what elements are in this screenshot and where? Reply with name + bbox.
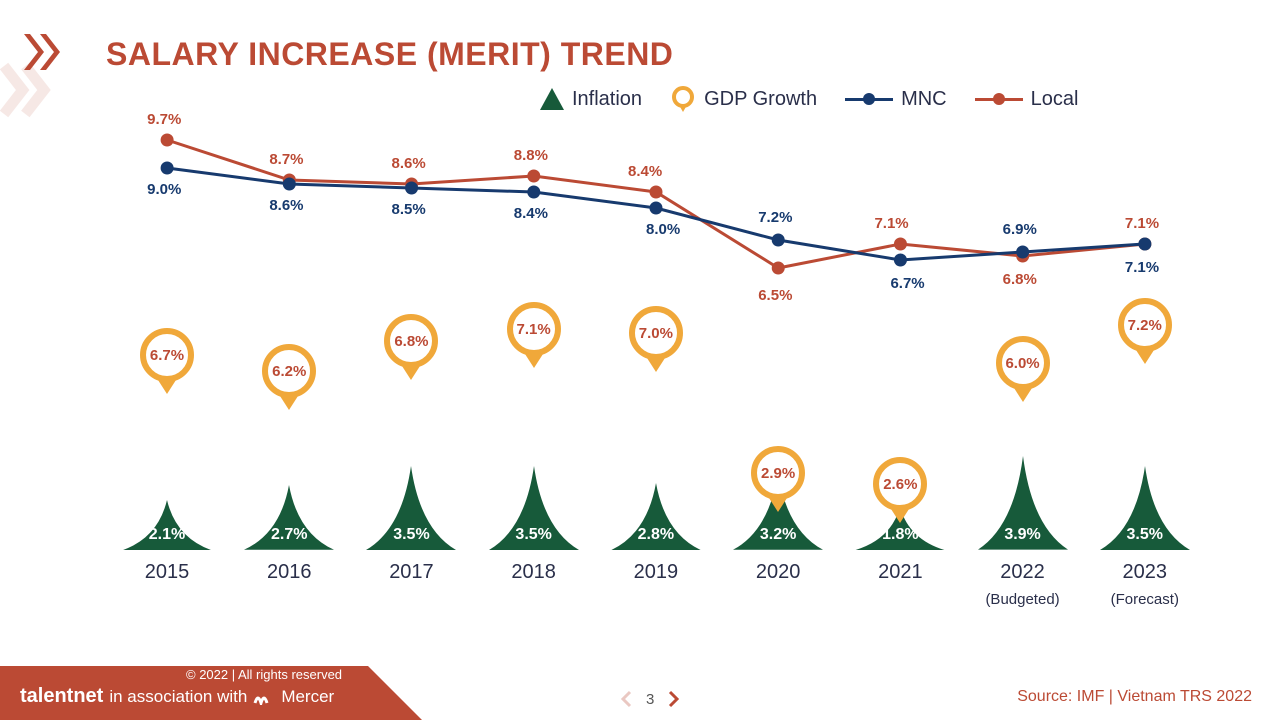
year-sublabel: (Budgeted) <box>985 591 1059 608</box>
inflation-value: 2.7% <box>271 526 307 544</box>
source-text: Source: IMF | Vietnam TRS 2022 <box>1017 688 1252 706</box>
gdp-value: 7.2% <box>1128 317 1162 334</box>
gdp-pin: 6.8% <box>384 314 438 380</box>
legend-label: Local <box>1031 88 1079 111</box>
gdp-pin: 7.2% <box>1118 298 1172 364</box>
year-column: 3.2% 2.9% 2020 <box>717 122 839 602</box>
gdp-pin: 7.0% <box>629 306 683 372</box>
gdp-value: 2.9% <box>761 465 795 482</box>
legend-label: Inflation <box>572 88 642 111</box>
inflation-value: 3.9% <box>1004 526 1040 544</box>
pin-icon <box>670 86 696 112</box>
inflation-value: 3.5% <box>1127 526 1163 544</box>
footer-branding: talentnet in association with Mercer <box>20 685 334 708</box>
gdp-value: 7.1% <box>517 321 551 338</box>
gdp-pin: 6.2% <box>262 344 316 410</box>
mnc-value-label: 6.9% <box>1003 221 1037 238</box>
page-number: 3 <box>618 690 682 708</box>
inflation-value: 2.8% <box>638 526 674 544</box>
line-marker-icon <box>845 98 893 101</box>
gdp-pin: 7.1% <box>507 302 561 368</box>
local-value-label: 6.5% <box>758 287 792 304</box>
page-number-value: 3 <box>646 691 654 708</box>
local-value-label: 8.7% <box>269 151 303 168</box>
local-value-label: 7.1% <box>1125 215 1159 232</box>
year-column: 2.8% 7.0% 2019 <box>595 122 717 602</box>
mercer-icon <box>253 689 275 705</box>
year-sublabel: (Forecast) <box>1111 591 1179 608</box>
line-marker-icon <box>975 98 1023 101</box>
year-column: 1.8% 2.6% 2021 <box>839 122 961 602</box>
chevron-left-icon <box>618 690 636 708</box>
mnc-value-label: 7.2% <box>758 209 792 226</box>
mnc-value-label: 9.0% <box>147 181 181 198</box>
mnc-value-label: 7.1% <box>1125 259 1159 276</box>
gdp-pin: 2.6% <box>873 457 927 523</box>
brand-logo-text: talentnet <box>20 685 103 708</box>
copyright-text: © 2022 | All rights reserved <box>186 667 342 682</box>
page-title: SALARY INCREASE (MERIT) TREND <box>106 36 673 73</box>
year-column: 3.9%6.0%2022(Budgeted) <box>962 122 1084 602</box>
inflation-value: 3.5% <box>393 526 429 544</box>
legend-label: MNC <box>901 88 947 111</box>
local-value-label: 8.6% <box>392 155 426 172</box>
association-text: in association with <box>109 687 247 707</box>
gdp-value: 6.0% <box>1005 355 1039 372</box>
inflation-value: 3.2% <box>760 526 796 544</box>
inflation-value: 3.5% <box>515 526 551 544</box>
year-label: 2021 <box>878 561 923 584</box>
chevron-icon <box>18 28 66 81</box>
salary-trend-chart: 2.1%6.7%20152.7%6.2%20163.5%6.8%20173.5%… <box>106 122 1206 602</box>
legend-local: Local <box>975 88 1079 111</box>
legend-label: GDP Growth <box>704 88 817 111</box>
chevron-right-icon <box>664 690 682 708</box>
chart-legend: Inflation GDP Growth MNC Local <box>540 86 1078 112</box>
year-label: 2015 <box>145 561 190 584</box>
gdp-pin: 6.0% <box>996 336 1050 402</box>
legend-gdp: GDP Growth <box>670 86 817 112</box>
local-value-label: 8.4% <box>628 163 662 180</box>
local-value-label: 7.1% <box>874 215 908 232</box>
gdp-pin: 2.9% <box>751 446 805 512</box>
year-label: 2016 <box>267 561 312 584</box>
year-label: 2018 <box>511 561 556 584</box>
year-label: 2019 <box>634 561 679 584</box>
year-label: 2022 <box>1000 561 1045 584</box>
local-value-label: 9.7% <box>147 111 181 128</box>
year-label: 2017 <box>389 561 434 584</box>
mnc-value-label: 6.7% <box>890 275 924 292</box>
inflation-value: 2.1% <box>149 526 185 544</box>
gdp-pin: 6.7% <box>140 328 194 394</box>
mnc-value-label: 8.5% <box>392 201 426 218</box>
gdp-value: 6.2% <box>272 363 306 380</box>
local-value-label: 6.8% <box>1003 271 1037 288</box>
local-value-label: 8.8% <box>514 147 548 164</box>
mnc-value-label: 8.6% <box>269 197 303 214</box>
inflation-value: 1.8% <box>882 526 918 544</box>
gdp-value: 6.8% <box>394 333 428 350</box>
triangle-icon <box>540 88 564 110</box>
year-column: 2.7% 6.2% 2016 <box>228 122 350 602</box>
mnc-value-label: 8.0% <box>646 221 680 238</box>
gdp-value: 2.6% <box>883 476 917 493</box>
year-label: 2023 <box>1123 561 1168 584</box>
year-column: 3.5%7.2%2023(Forecast) <box>1084 122 1206 602</box>
year-label: 2020 <box>756 561 801 584</box>
gdp-value: 6.7% <box>150 347 184 364</box>
year-column: 3.5% 7.1% 2018 <box>473 122 595 602</box>
legend-inflation: Inflation <box>540 88 642 111</box>
partner-name: Mercer <box>281 687 334 707</box>
legend-mnc: MNC <box>845 88 947 111</box>
gdp-value: 7.0% <box>639 325 673 342</box>
year-column: 3.5% 6.8% 2017 <box>350 122 472 602</box>
mnc-value-label: 8.4% <box>514 205 548 222</box>
